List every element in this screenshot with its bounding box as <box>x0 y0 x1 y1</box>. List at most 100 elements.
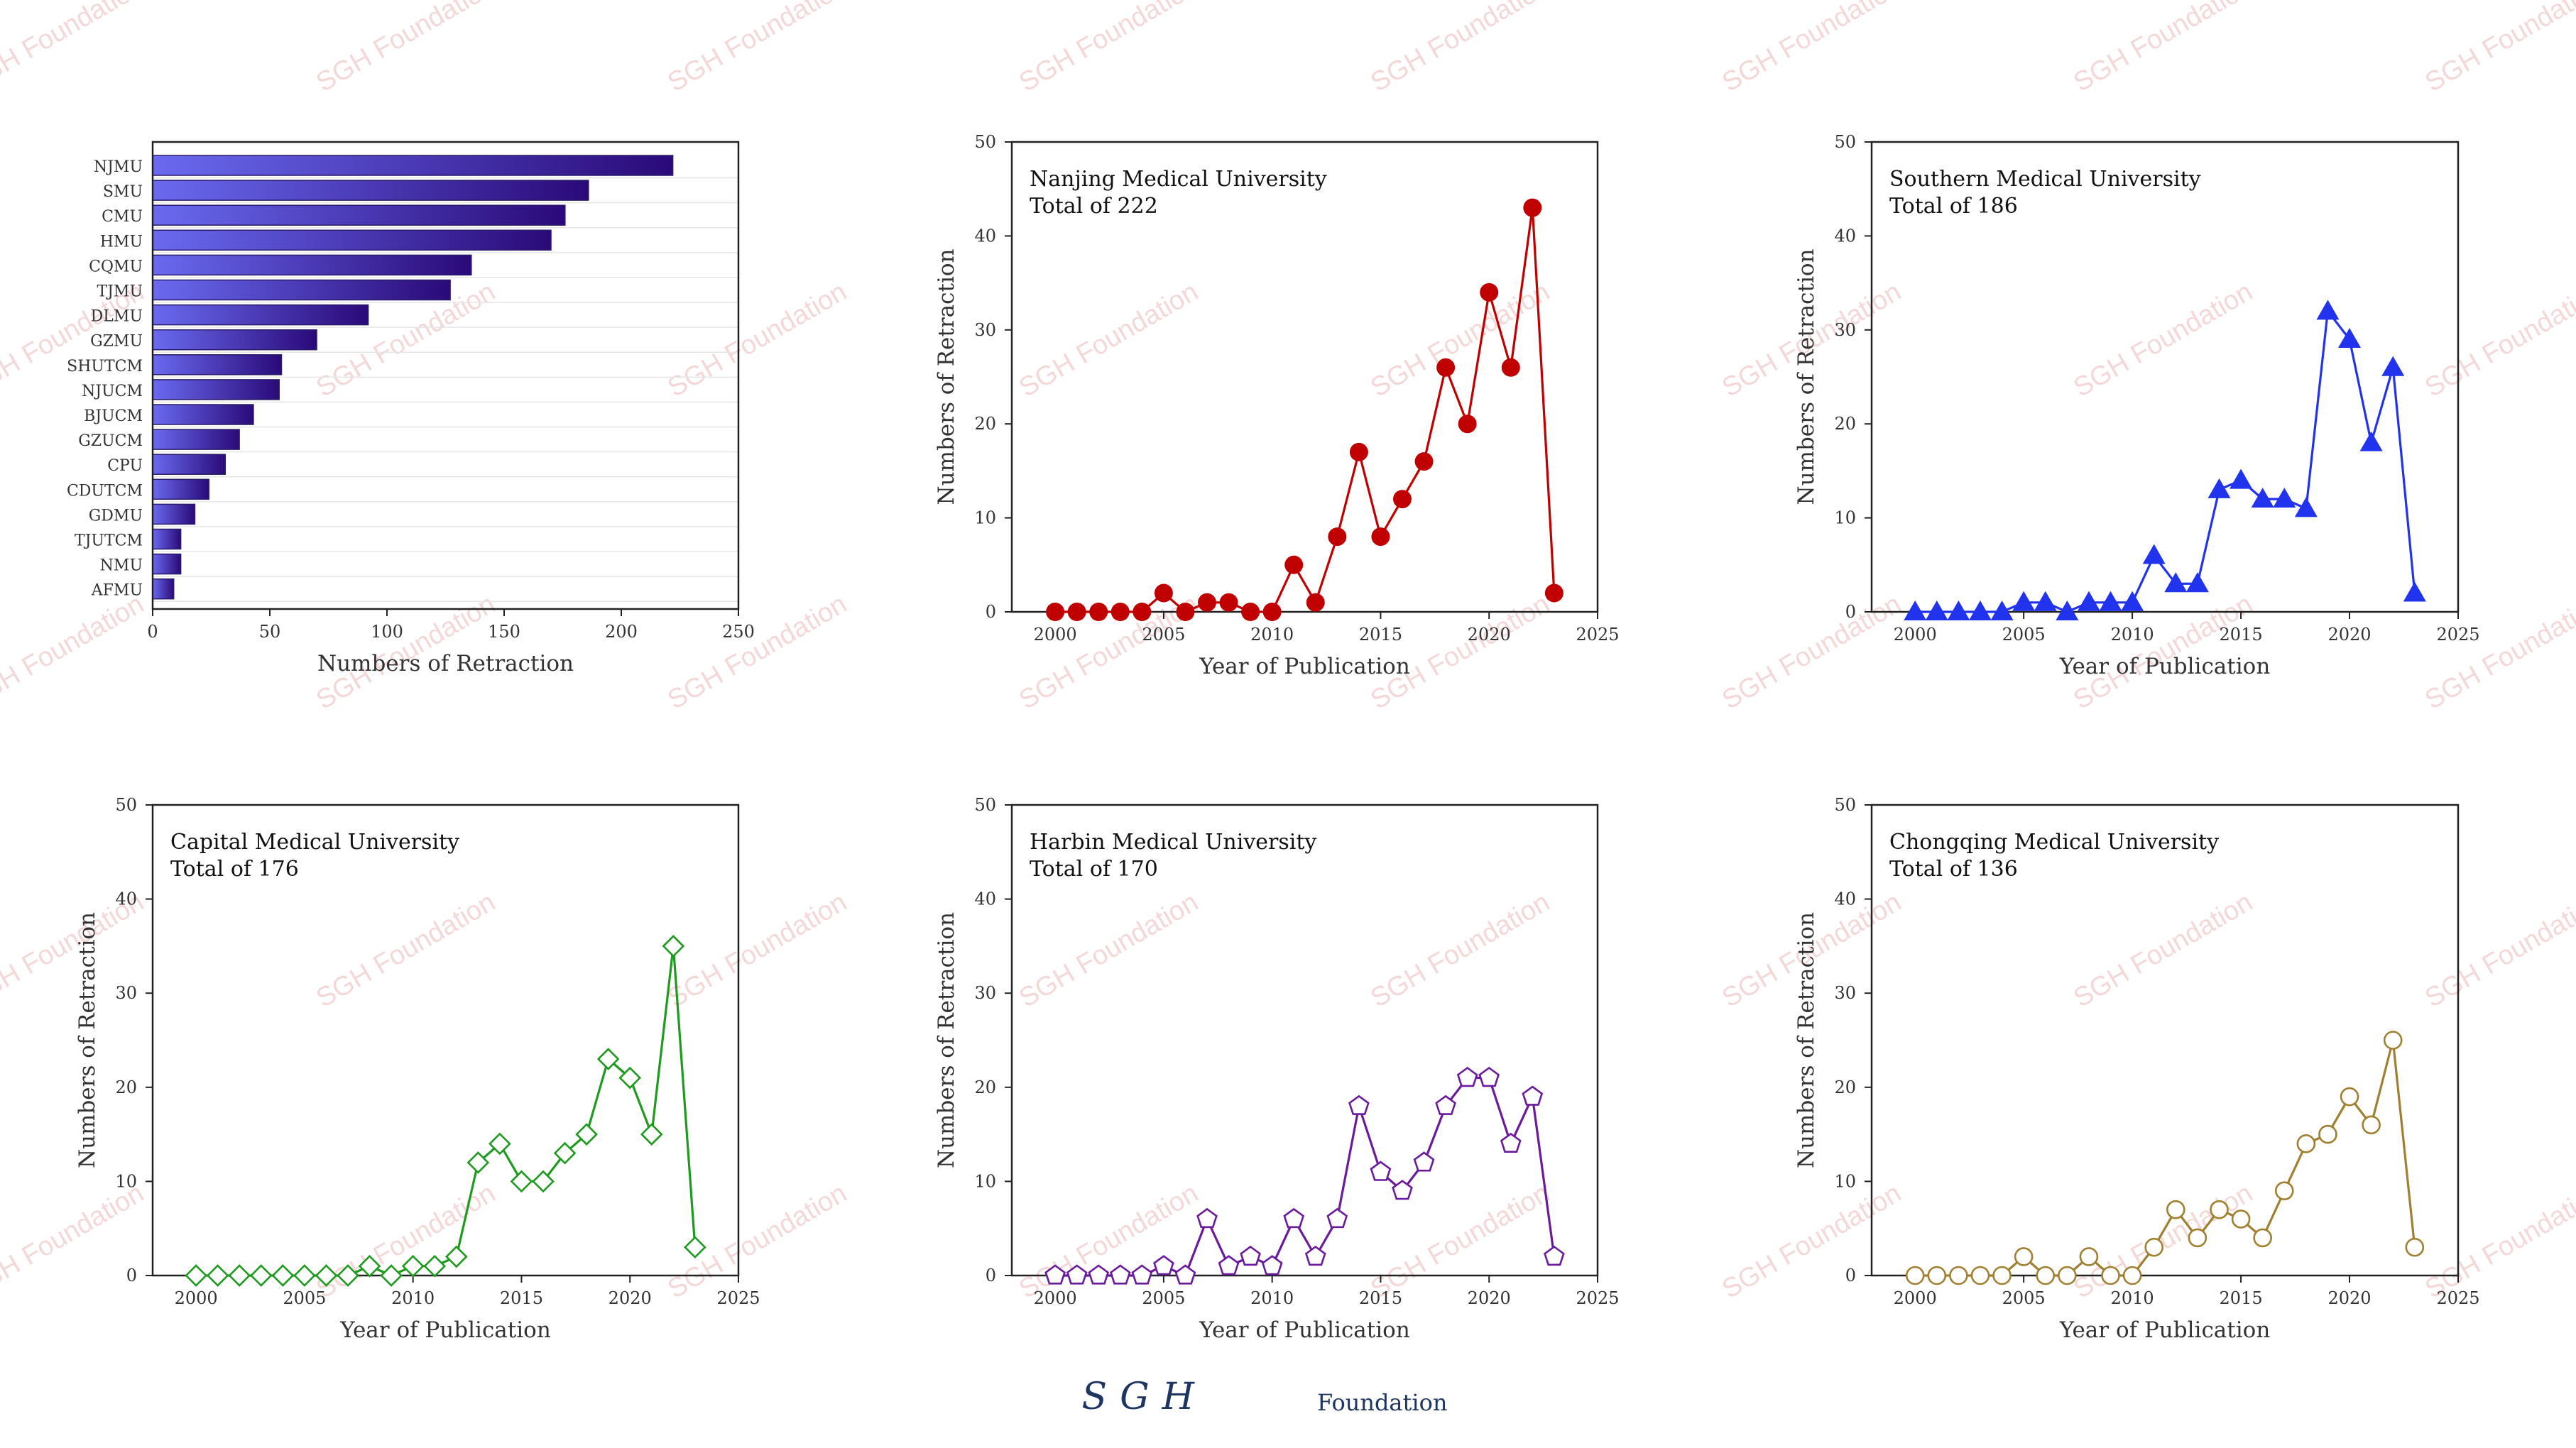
watermark-text: SGH Foundation <box>1366 887 1555 1014</box>
watermark-text: SGH Foundation <box>312 0 501 98</box>
bar <box>152 528 182 550</box>
watermark-text: SGH Foundation <box>1015 589 1204 715</box>
x-tick-label: 2020 <box>2327 625 2371 645</box>
data-point <box>206 1264 229 1287</box>
data-point <box>1414 452 1434 471</box>
data-point <box>2014 1247 2034 1266</box>
data-point <box>1067 603 1086 621</box>
x-tick-label: 2000 <box>1894 1288 1937 1308</box>
data-point <box>1947 600 1970 620</box>
data-point <box>1905 1266 1925 1285</box>
footer: SGH Foundation <box>1081 1376 1447 1418</box>
data-point <box>1306 593 1325 612</box>
bar <box>152 279 451 301</box>
data-point <box>2318 1124 2337 1144</box>
x-tick-label: 2015 <box>1359 625 1402 645</box>
data-point <box>1154 583 1173 603</box>
data-point <box>2188 1228 2207 1248</box>
panel-subtitle: Total of 170 <box>1030 857 1158 882</box>
x-tick-label: 2010 <box>2111 625 2154 645</box>
data-point <box>2144 1237 2164 1257</box>
x-axis-title: Year of Publication <box>2059 1317 2271 1343</box>
bar <box>152 553 182 575</box>
y-tick-label: 20 <box>115 1077 137 1097</box>
y-tick-label: 20 <box>974 1077 996 1097</box>
data-point <box>2122 1266 2142 1285</box>
panel-title: Capital Medical University <box>170 830 459 855</box>
data-point <box>423 1254 447 1278</box>
bar <box>152 304 369 326</box>
y-axis-title: Numbers of Retraction <box>1794 912 1819 1168</box>
watermark-text: SGH Foundation <box>1718 589 1906 715</box>
data-point <box>1241 603 1260 621</box>
data-point <box>2099 591 2122 611</box>
data-point <box>662 935 685 958</box>
data-point <box>1436 358 1456 377</box>
line-chart-4: 2000 2005 2010 2015 2020 2025 0 10 20 30 40 50 Year … <box>934 795 1620 1343</box>
category-label: NJUCM <box>82 383 143 400</box>
data-point <box>358 1254 381 1278</box>
data-point <box>1089 603 1108 621</box>
data-point <box>1218 1255 1240 1276</box>
data-point <box>1992 1266 2012 1285</box>
x-tick-label: 250 <box>722 622 755 642</box>
x-tick-label: 2010 <box>391 1288 435 1308</box>
y-tick-label: 0 <box>126 1266 137 1285</box>
data-point <box>1970 1266 1990 1285</box>
x-tick-label: 2020 <box>2327 1288 2371 1308</box>
data-point <box>466 1151 490 1174</box>
data-point <box>2142 544 2166 564</box>
line-chart-3: 2000 2005 2010 2015 2020 2025 0 10 20 30 40 50 Year … <box>75 795 760 1343</box>
x-tick-label: 2025 <box>1576 1288 1619 1308</box>
watermark-text: SGH Foundation <box>2421 0 2576 98</box>
data-point <box>1925 600 1948 620</box>
x-tick-label: 2025 <box>716 1288 760 1308</box>
x-tick-label: 2000 <box>175 1288 218 1308</box>
bar <box>152 254 472 276</box>
panel-subtitle: Total of 136 <box>1889 857 2018 882</box>
bar <box>152 329 317 351</box>
plot-frame <box>1870 141 2460 613</box>
watermark-text: SGH Foundation <box>1366 0 1555 98</box>
panel-subtitle: Total of 186 <box>1889 194 2018 219</box>
y-axis-title: Numbers of Retraction <box>75 912 100 1168</box>
data-point <box>2381 356 2405 376</box>
data-point <box>2362 1115 2381 1135</box>
line-chart-2: 2000 2005 2010 2015 2020 2025 0 10 20 30 40 50 Year … <box>1794 132 2480 679</box>
y-tick-label: 10 <box>1834 1171 1856 1191</box>
data-point <box>2316 300 2340 320</box>
data-point <box>1544 1245 1565 1266</box>
bar <box>152 155 674 176</box>
data-point <box>2251 488 2274 508</box>
watermark-text: SGH Foundation <box>1366 589 1555 715</box>
x-tick-label: 2025 <box>2436 1288 2479 1308</box>
bar <box>152 354 283 375</box>
data-point <box>401 1254 425 1278</box>
series-line <box>1055 207 1556 613</box>
category-label: BJUCM <box>84 407 143 425</box>
data-point <box>1219 593 1238 612</box>
y-tick-label: 50 <box>974 132 996 152</box>
x-tick-label: 2020 <box>1468 625 1511 645</box>
data-point <box>618 1066 642 1090</box>
data-point <box>1109 1264 1131 1285</box>
x-tick-label: 2005 <box>1142 625 1185 645</box>
x-tick-label: 100 <box>371 622 403 642</box>
x-tick-label: 2025 <box>1576 625 1619 645</box>
data-point <box>1522 1085 1544 1106</box>
x-tick-label: 2025 <box>2436 625 2479 645</box>
plot-frame <box>151 803 740 1277</box>
watermark-text: SGH Foundation <box>2069 887 2258 1014</box>
x-tick-label: 2005 <box>283 1288 326 1308</box>
line-chart-1: 2000 2005 2010 2015 2020 2025 0 10 20 30 40 50 Year … <box>934 132 1620 679</box>
y-tick-label: 30 <box>974 320 996 340</box>
data-point <box>1370 1161 1392 1181</box>
data-point <box>1326 1207 1348 1229</box>
x-tick-label: 2005 <box>2002 625 2046 645</box>
data-point <box>444 1245 468 1268</box>
data-point <box>2079 1247 2099 1266</box>
watermark-text: SGH Foundation <box>1366 277 1555 403</box>
watermark-text: SGH Foundation <box>2421 1178 2576 1305</box>
data-point <box>249 1264 273 1287</box>
y-tick-label: 30 <box>1834 983 1856 1003</box>
